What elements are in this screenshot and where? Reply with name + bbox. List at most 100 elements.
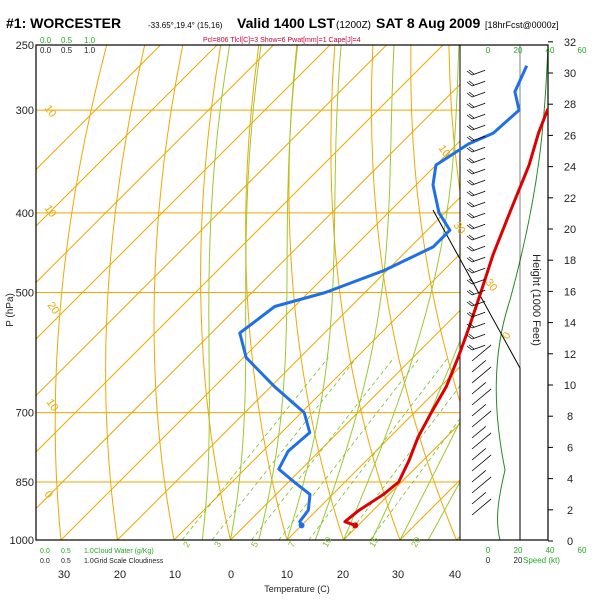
pressure-tick-label: 300 bbox=[16, 105, 34, 117]
isotherm-line bbox=[36, 45, 444, 453]
speed-tick-label: 20 bbox=[514, 556, 523, 565]
height-tick-label: 28 bbox=[564, 99, 576, 111]
grid-scale-label: Grid Scale Cloudiness bbox=[94, 558, 164, 565]
forecast-info: [18hrFcst@0000z] bbox=[485, 20, 559, 30]
mixing-ratio-label: 7 bbox=[286, 540, 297, 549]
moist-adiabat bbox=[258, 45, 299, 540]
adiabat-label: 30 bbox=[451, 220, 468, 237]
temperature-tick-label: 30 bbox=[392, 569, 404, 581]
cloud-scale-label: 0.5 bbox=[61, 36, 73, 45]
wind-barb bbox=[466, 278, 486, 285]
height-tick-label: 8 bbox=[567, 411, 573, 423]
mixing-ratio-line bbox=[181, 357, 329, 540]
dewpoint-profile bbox=[238, 65, 529, 527]
wind-barb bbox=[471, 476, 492, 494]
wind-barb bbox=[466, 333, 486, 340]
moist-adiabat bbox=[314, 45, 395, 540]
adiabat-label: 20 bbox=[45, 300, 62, 317]
speed-tick-label: 20 bbox=[514, 546, 523, 555]
pressure-tick-label: 850 bbox=[16, 477, 34, 489]
adiabat-label: 10 bbox=[42, 103, 59, 120]
moist-adiabat bbox=[230, 45, 262, 540]
pressure-tick-label: 250 bbox=[16, 40, 34, 52]
mixing-ratio-label: 3 bbox=[212, 540, 223, 549]
cloud-scale-label: 1.0 bbox=[84, 46, 96, 55]
temperature-tick-label: 20 bbox=[114, 569, 126, 581]
temperature-tick-label: 20 bbox=[337, 569, 349, 581]
wind-barb bbox=[466, 311, 486, 318]
wind-barb bbox=[471, 432, 492, 450]
cloud-scale-label: 0.0 bbox=[40, 558, 50, 565]
mixing-ratio-label: 10 bbox=[320, 535, 334, 549]
cloud-scale-label: 0.0 bbox=[40, 36, 52, 45]
mixing-ratio-label: 2 bbox=[181, 540, 192, 549]
isotherm-label: 0 bbox=[500, 330, 513, 341]
wind-barb bbox=[466, 256, 486, 263]
cloud-scale-label: 0.5 bbox=[61, 558, 71, 565]
height-tick-label: 12 bbox=[564, 349, 576, 361]
isotherm-line bbox=[36, 45, 161, 171]
wind-barb bbox=[466, 113, 486, 120]
wind-barbs bbox=[466, 69, 492, 516]
wind-barb bbox=[466, 168, 486, 175]
dry-adiabat bbox=[370, 45, 457, 540]
mixing-ratio-label: 20 bbox=[409, 535, 423, 549]
dry-adiabat bbox=[153, 45, 184, 540]
wind-barb bbox=[466, 157, 486, 164]
wind-barb bbox=[466, 69, 486, 76]
cloud-water-label: Cloud Water (g/Kg) bbox=[94, 548, 154, 555]
utc-time: (1200Z) bbox=[336, 20, 371, 31]
mixing-ratio-line bbox=[251, 357, 395, 540]
height-tick-label: 22 bbox=[564, 193, 576, 205]
pressure-tick-label: 400 bbox=[16, 208, 34, 220]
surface-temperature-dot bbox=[352, 522, 359, 529]
wind-barb bbox=[471, 388, 492, 406]
wind-barb bbox=[466, 190, 486, 197]
height-tick-label: 4 bbox=[567, 474, 573, 486]
dry-adiabat bbox=[200, 45, 231, 540]
dry-adiabat bbox=[288, 45, 344, 540]
speed-tick-label: 0 bbox=[486, 556, 491, 565]
height-tick-label: 16 bbox=[564, 286, 576, 298]
adiabat-label: 0 bbox=[42, 489, 55, 501]
temperature-tick-label: 40 bbox=[449, 569, 461, 581]
mixing-ratio-label: 15 bbox=[367, 535, 381, 549]
isotherm-line bbox=[173, 165, 548, 540]
pressure-tick-label: 500 bbox=[16, 288, 34, 300]
wind-barb bbox=[466, 344, 486, 351]
height-tick-label: 32 bbox=[564, 37, 576, 49]
height-tick-label: 26 bbox=[564, 130, 576, 142]
height-tick-label: 14 bbox=[564, 318, 576, 330]
pressure-tick-label: 700 bbox=[16, 408, 34, 420]
adiabat-label: 10 bbox=[42, 203, 59, 220]
isotherm-line bbox=[36, 45, 274, 284]
dry-adiabat bbox=[330, 45, 401, 540]
wind-barb bbox=[466, 179, 486, 186]
height-tick-label: 0 bbox=[567, 536, 573, 548]
adiabat-label: 30 bbox=[483, 277, 500, 294]
speed-tick-label: 0 bbox=[486, 546, 491, 555]
wind-barb bbox=[471, 404, 487, 417]
wind-barb bbox=[466, 124, 486, 131]
isotherm-line bbox=[36, 45, 331, 340]
wind-barb bbox=[471, 344, 492, 362]
wind-barb bbox=[466, 245, 486, 252]
wind-barb bbox=[466, 223, 486, 230]
mixing-ratio-line bbox=[369, 357, 507, 540]
wind-barb bbox=[471, 492, 487, 505]
isotherm-line bbox=[36, 45, 387, 397]
wind-barb bbox=[466, 91, 486, 98]
dry-adiabat bbox=[245, 45, 288, 540]
wind-barb bbox=[466, 135, 486, 142]
valid-date: SAT 8 Aug 2009 bbox=[376, 15, 480, 31]
wind-barb bbox=[466, 322, 486, 329]
height-tick-label: 18 bbox=[564, 255, 576, 267]
isotherm-line bbox=[36, 45, 218, 227]
plot-frame bbox=[35, 44, 549, 541]
speed-tick-label: 20 bbox=[514, 46, 523, 55]
mixing-ratio-line bbox=[308, 357, 449, 540]
cloud-scale-label: 0.0 bbox=[40, 548, 50, 555]
wind-barb bbox=[466, 146, 486, 153]
